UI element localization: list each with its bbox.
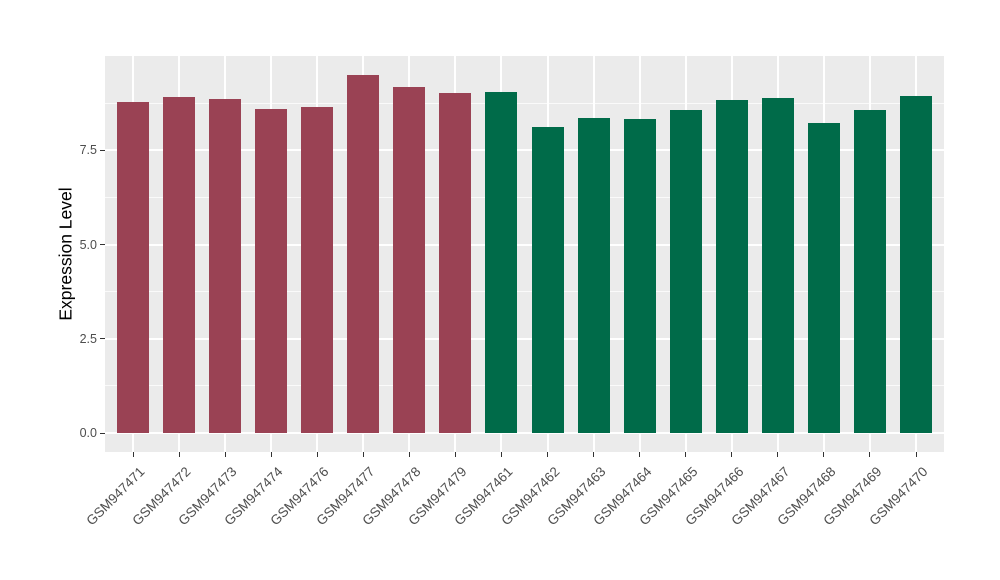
bar-GSM947476 — [301, 106, 334, 433]
gridline-major-horizontal — [105, 243, 944, 246]
x-axis-tick — [454, 452, 456, 457]
y-axis-tick — [100, 244, 105, 245]
bar-GSM947467 — [761, 97, 794, 433]
y-axis-tick — [100, 338, 105, 340]
bar-GSM947471 — [117, 102, 149, 433]
gridline-minor-horizontal — [105, 291, 944, 293]
x-axis-tick — [316, 452, 318, 457]
bar-GSM947477 — [347, 74, 380, 433]
x-axis-tick — [639, 452, 641, 457]
x-axis-tick — [224, 452, 226, 457]
x-axis-tick — [685, 452, 687, 457]
x-axis-tick — [593, 452, 595, 457]
x-axis-tick — [777, 452, 779, 457]
bar-GSM947470 — [900, 96, 933, 433]
gridline-major-horizontal — [105, 149, 944, 152]
x-axis-tick — [362, 452, 364, 457]
x-axis-tick — [132, 452, 134, 457]
x-axis-tick — [500, 452, 502, 457]
bar-GSM947464 — [623, 118, 656, 433]
bar-GSM947478 — [393, 86, 426, 433]
bar-GSM947473 — [209, 98, 242, 433]
x-axis-tick — [823, 452, 825, 457]
y-axis-tick-label: 2.5 — [79, 331, 97, 346]
x-axis-tick — [408, 452, 410, 457]
x-axis-tick — [270, 452, 272, 457]
x-axis-tick — [178, 452, 180, 457]
bar-GSM947462 — [531, 126, 564, 433]
x-axis-tick — [915, 452, 917, 457]
y-axis-tick — [100, 149, 105, 151]
gridline-minor-horizontal — [105, 102, 944, 104]
gridline-minor-horizontal — [105, 385, 944, 387]
y-axis-tick-label: 5.0 — [79, 237, 97, 252]
bar-GSM947474 — [255, 109, 288, 433]
x-axis-tick — [731, 452, 733, 457]
gridline-minor-horizontal — [105, 196, 944, 198]
x-axis-tick — [869, 452, 871, 457]
bar-GSM947461 — [485, 91, 518, 433]
bar-GSM947468 — [807, 123, 840, 433]
y-axis-tick-label: 0.0 — [79, 426, 97, 440]
y-axis-title: Expression Level — [55, 187, 76, 321]
bar-GSM947465 — [669, 109, 702, 433]
bar-GSM947463 — [577, 117, 610, 433]
bar-GSM947469 — [853, 110, 886, 433]
y-axis-tick-label: 7.5 — [79, 143, 97, 158]
bar-GSM947472 — [163, 97, 196, 433]
plot-panel — [105, 56, 944, 452]
y-axis-tick — [100, 432, 105, 434]
bar-GSM947466 — [715, 99, 748, 433]
bar-GSM947479 — [439, 92, 472, 433]
gridline-major-horizontal — [105, 432, 944, 434]
gridline-major-horizontal — [105, 337, 944, 340]
x-axis-tick — [547, 452, 549, 457]
